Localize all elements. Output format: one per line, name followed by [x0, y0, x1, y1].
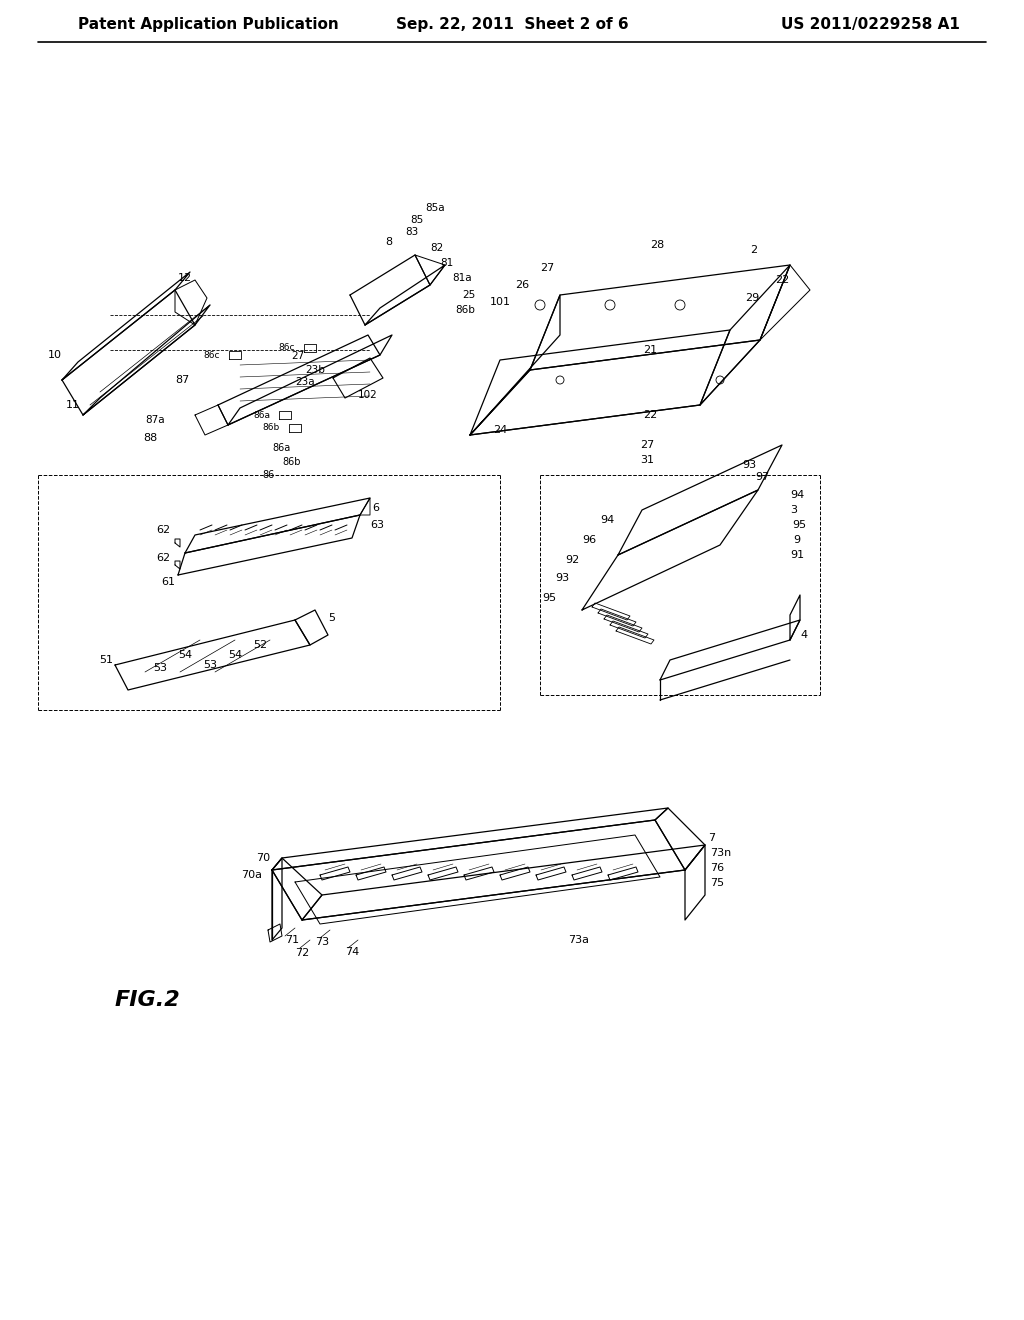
Text: 73n: 73n [710, 847, 731, 858]
Text: 93: 93 [742, 459, 756, 470]
Text: 87a: 87a [145, 414, 165, 425]
Text: 54: 54 [178, 649, 193, 660]
Text: US 2011/0229258 A1: US 2011/0229258 A1 [781, 17, 961, 33]
Text: 101: 101 [490, 297, 511, 308]
Text: 87: 87 [176, 375, 190, 385]
Text: 75: 75 [710, 878, 724, 888]
Text: 21: 21 [643, 345, 657, 355]
Text: 27: 27 [292, 351, 305, 360]
Text: 88: 88 [143, 433, 158, 444]
Text: 91: 91 [790, 550, 804, 560]
Text: 10: 10 [48, 350, 62, 360]
Text: 70a: 70a [241, 870, 262, 880]
Text: Sep. 22, 2011  Sheet 2 of 6: Sep. 22, 2011 Sheet 2 of 6 [395, 17, 629, 33]
Text: 6: 6 [372, 503, 379, 513]
Text: 72: 72 [295, 948, 309, 958]
Text: 95: 95 [792, 520, 806, 531]
Text: 73a: 73a [568, 935, 589, 945]
Text: 5: 5 [328, 612, 335, 623]
Text: 86b: 86b [282, 457, 300, 467]
Text: 9: 9 [793, 535, 800, 545]
Text: 85a: 85a [425, 203, 444, 213]
Text: 4: 4 [800, 630, 807, 640]
Text: 83: 83 [406, 227, 418, 238]
Text: 81a: 81a [452, 273, 472, 282]
Text: 53: 53 [203, 660, 217, 671]
Text: 51: 51 [99, 655, 113, 665]
Text: 7: 7 [708, 833, 715, 843]
Text: 26: 26 [515, 280, 529, 290]
Text: 74: 74 [345, 946, 359, 957]
Text: 85: 85 [410, 215, 423, 224]
Text: 82: 82 [430, 243, 443, 253]
Text: 52: 52 [253, 640, 267, 649]
Text: 54: 54 [228, 649, 242, 660]
Text: 23b: 23b [305, 366, 325, 375]
Text: 53: 53 [153, 663, 167, 673]
Text: 95: 95 [542, 593, 556, 603]
Text: 70: 70 [256, 853, 270, 863]
Text: 63: 63 [370, 520, 384, 531]
Text: 27: 27 [540, 263, 554, 273]
Text: 86c: 86c [204, 351, 220, 359]
Text: 27: 27 [640, 440, 654, 450]
Text: 61: 61 [161, 577, 175, 587]
Text: 86c: 86c [279, 343, 295, 352]
Text: 62: 62 [156, 553, 170, 564]
Text: 62: 62 [156, 525, 170, 535]
Text: 96: 96 [582, 535, 596, 545]
Text: 86: 86 [262, 470, 274, 480]
Text: 22: 22 [775, 275, 790, 285]
Text: 11: 11 [66, 400, 80, 411]
Text: 81: 81 [440, 257, 454, 268]
Text: 94: 94 [790, 490, 804, 500]
Text: FIG.2: FIG.2 [115, 990, 181, 1010]
Text: 73: 73 [315, 937, 329, 946]
Text: 86b: 86b [263, 424, 280, 433]
Text: 12: 12 [178, 273, 193, 282]
Text: 93: 93 [555, 573, 569, 583]
Text: 86a: 86a [272, 444, 290, 453]
Text: 22: 22 [643, 411, 657, 420]
Text: 86b: 86b [455, 305, 475, 315]
Text: 3: 3 [790, 506, 797, 515]
Text: 31: 31 [640, 455, 654, 465]
Text: 29: 29 [745, 293, 759, 304]
Text: 2: 2 [750, 246, 757, 255]
Text: 92: 92 [565, 554, 580, 565]
Text: 97: 97 [755, 473, 769, 482]
Text: 76: 76 [710, 863, 724, 873]
Text: 8: 8 [385, 238, 392, 247]
Text: 102: 102 [358, 389, 378, 400]
Text: 23a: 23a [295, 378, 315, 387]
Text: 28: 28 [650, 240, 665, 249]
Text: 86a: 86a [253, 411, 270, 420]
Text: 94: 94 [600, 515, 614, 525]
Text: 71: 71 [285, 935, 299, 945]
Text: Patent Application Publication: Patent Application Publication [78, 17, 339, 33]
Text: 24: 24 [493, 425, 507, 436]
Text: 25: 25 [462, 290, 475, 300]
